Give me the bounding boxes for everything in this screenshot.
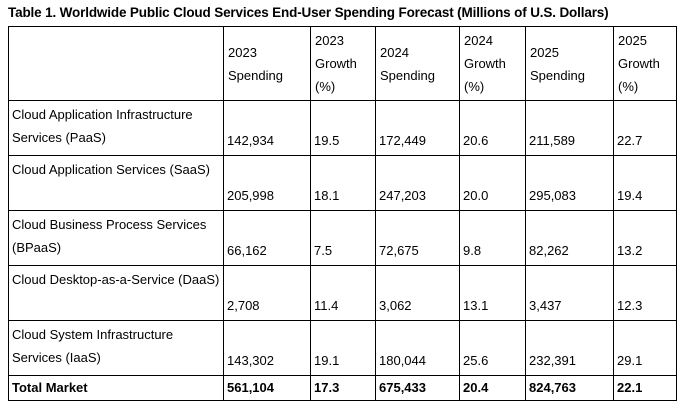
total-row-label: Total Market xyxy=(8,375,224,401)
total-growth-2023-cell: 17.3 xyxy=(310,375,376,401)
growth-2024-cell: 9.8 xyxy=(459,210,526,266)
col-header-2024-growth: 2024 Growth (%) xyxy=(459,26,526,101)
growth-2023-cell: 19.1 xyxy=(310,320,376,376)
row-label: Cloud Application Infrastructure Service… xyxy=(8,100,224,156)
growth-2025-cell: 13.2 xyxy=(613,210,677,266)
spending-2025-cell: 211,589 xyxy=(525,100,614,156)
spending-2023-cell: 66,162 xyxy=(223,210,311,266)
spending-2023-cell: 205,998 xyxy=(223,155,311,211)
total-row: Total Market 561,104 17.3 675,433 20.4 8… xyxy=(8,375,677,401)
spending-2024-cell: 180,044 xyxy=(375,320,460,376)
spending-forecast-table: 2023 Spending 2023 Growth (%) 2024 Spend… xyxy=(8,26,677,401)
header-row: 2023 Spending 2023 Growth (%) 2024 Spend… xyxy=(8,26,677,101)
table-row-paas: Cloud Application Infrastructure Service… xyxy=(8,100,677,156)
growth-2025-cell: 19.4 xyxy=(613,155,677,211)
row-label: Cloud System Infrastructure Services (Ia… xyxy=(8,320,224,376)
spending-2024-cell: 72,675 xyxy=(375,210,460,266)
row-label: Cloud Desktop-as-a-Service (DaaS) xyxy=(8,265,224,321)
total-growth-2025-cell: 22.1 xyxy=(613,375,677,401)
growth-2024-cell: 20.6 xyxy=(459,100,526,156)
growth-2023-cell: 11.4 xyxy=(310,265,376,321)
total-growth-2024-cell: 20.4 xyxy=(459,375,526,401)
col-header-2025-spending: 2025 Spending xyxy=(525,26,614,101)
table-row-saas: Cloud Application Services (SaaS) 205,99… xyxy=(8,155,677,211)
col-header-2024-spending: 2024 Spending xyxy=(375,26,460,101)
spending-2025-cell: 82,262 xyxy=(525,210,614,266)
table-row-bpaas: Cloud Business Process Services (BPaaS) … xyxy=(8,210,677,266)
table-row-iaas: Cloud System Infrastructure Services (Ia… xyxy=(8,320,677,376)
growth-2024-cell: 13.1 xyxy=(459,265,526,321)
growth-2024-cell: 25.6 xyxy=(459,320,526,376)
total-spending-2025-cell: 824,763 xyxy=(525,375,614,401)
table-title: Table 1. Worldwide Public Cloud Services… xyxy=(8,5,609,20)
spending-2024-cell: 172,449 xyxy=(375,100,460,156)
col-header-2025-growth: 2025 Growth (%) xyxy=(613,26,677,101)
table-row-daas: Cloud Desktop-as-a-Service (DaaS) 2,708 … xyxy=(8,265,677,321)
col-header-2023-growth: 2023 Growth (%) xyxy=(310,26,376,101)
col-header-2023-spending: 2023 Spending xyxy=(223,26,311,101)
growth-2023-cell: 19.5 xyxy=(310,100,376,156)
spending-2024-cell: 247,203 xyxy=(375,155,460,211)
growth-2024-cell: 20.0 xyxy=(459,155,526,211)
spending-2023-cell: 143,302 xyxy=(223,320,311,376)
row-label: Cloud Business Process Services (BPaaS) xyxy=(8,210,224,266)
row-label: Cloud Application Services (SaaS) xyxy=(8,155,224,211)
total-spending-2023-cell: 561,104 xyxy=(223,375,311,401)
spending-2023-cell: 2,708 xyxy=(223,265,311,321)
spending-2025-cell: 232,391 xyxy=(525,320,614,376)
growth-2025-cell: 22.7 xyxy=(613,100,677,156)
spending-2025-cell: 3,437 xyxy=(525,265,614,321)
growth-2025-cell: 29.1 xyxy=(613,320,677,376)
spending-2024-cell: 3,062 xyxy=(375,265,460,321)
growth-2023-cell: 18.1 xyxy=(310,155,376,211)
total-spending-2024-cell: 675,433 xyxy=(375,375,460,401)
spending-2023-cell: 142,934 xyxy=(223,100,311,156)
spending-2025-cell: 295,083 xyxy=(525,155,614,211)
growth-2025-cell: 12.3 xyxy=(613,265,677,321)
corner-header-cell xyxy=(8,26,224,101)
growth-2023-cell: 7.5 xyxy=(310,210,376,266)
